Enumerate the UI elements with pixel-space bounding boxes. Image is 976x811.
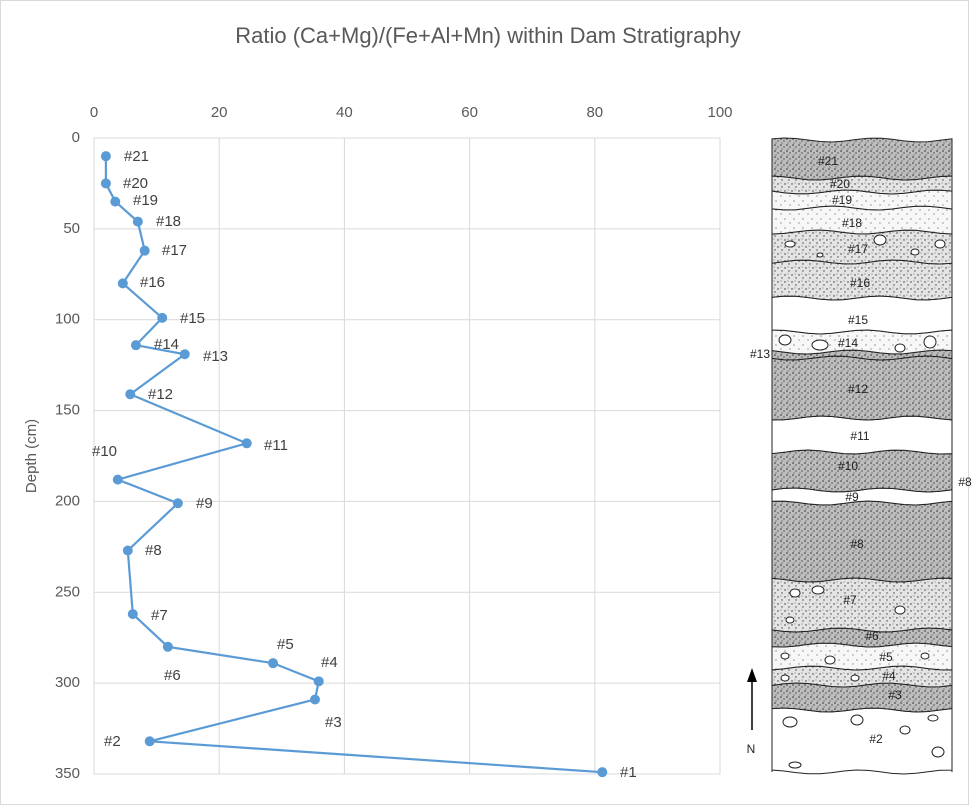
north-label: N [747,742,756,756]
layer-label: #4 [882,669,896,683]
x-tick-label: 40 [336,104,353,121]
stratigraphy-column: N #21 #20 #19 #18 #17 #16 #15 #14 #13 #12 #11 #10 #8… [747,137,972,775]
data-point [117,278,128,289]
y-tick-label: 300 [55,674,80,691]
y-tick-label: 0 [72,129,80,146]
layer-label: #7 [843,593,857,607]
x-tick-label: 60 [461,104,478,121]
point-label: #21 [124,148,149,165]
chart-title: Ratio (Ca+Mg)/(Fe+Al+Mn) within Dam Stra… [235,23,741,48]
data-point [130,340,141,351]
data-point [112,474,123,485]
y-tick-label: 150 [55,402,80,419]
y-tick-label: 50 [63,220,80,237]
point-label: #4 [321,654,338,671]
layer [771,577,953,633]
layer-label: #15 [848,313,868,327]
point-label: #9 [196,495,213,512]
north-arrow-head [747,668,757,682]
data-point [122,545,133,556]
x-tick-label: 0 [90,104,98,121]
y-tick-label: 250 [55,583,80,600]
layer-label: #13 [750,347,770,361]
pebbles [778,234,946,769]
layer-label: #17 [848,242,868,256]
data-point [100,151,111,162]
y-tick-label: 350 [55,765,80,782]
data-point [309,694,320,705]
y-axis-title: Depth (cm) [23,419,40,493]
layer-label: #21 [818,154,838,168]
layer-label: #9 [845,490,859,504]
data-point [597,767,608,778]
point-label: #15 [180,310,205,327]
layer-label: #10 [838,459,858,473]
layer-label: #20 [830,177,850,191]
data-point [313,676,324,687]
point-label: #12 [148,386,173,403]
point-label: #19 [133,192,158,209]
point-label: #6 [164,667,181,684]
x-tick-label: 20 [211,104,228,121]
layer-label: #11 [850,429,869,443]
layer-label: #19 [832,193,852,207]
layer [771,682,953,713]
point-label: #5 [277,636,294,653]
data-point [127,609,138,620]
layer-label: #16 [850,276,870,290]
layer [771,137,953,181]
point-label: #17 [162,242,187,259]
point-label: #13 [203,348,228,365]
plot-area-border [93,137,721,775]
data-point [139,245,150,256]
layer-label: #3 [888,688,902,702]
data-point [110,196,121,207]
point-label: #8 [145,542,162,559]
layer-label: #5 [879,650,893,664]
data-point [157,312,168,323]
layer-label: #18 [842,216,862,230]
point-label: #1 [620,764,637,781]
x-tick-label: 100 [707,104,732,121]
data-point [179,349,190,360]
layer [771,449,953,493]
point-label: #14 [154,336,179,353]
point-label: #3 [325,714,342,731]
point-label: #11 [264,437,288,454]
point-label: #10 [92,443,117,460]
data-point [241,438,252,449]
data-point [100,178,111,189]
data-point [132,216,143,227]
x-tick-label: 80 [586,104,603,121]
point-label: #20 [123,175,148,192]
data-point [268,658,279,669]
layer-label: #12 [848,382,868,396]
point-label: #2 [104,733,121,750]
layer-label: #8 [850,537,864,551]
y-tick-label: 100 [55,311,80,328]
data-point [172,498,183,509]
layer-label: #14 [838,336,858,350]
point-label: #18 [156,213,181,230]
data-point [144,736,155,747]
layer-label: #2 [869,732,883,746]
layer-label: #8 [958,475,972,489]
point-label: #7 [151,607,168,624]
data-point [125,389,136,400]
y-tick-label: 200 [55,492,80,509]
point-label: #16 [140,274,165,291]
layer-label: #6 [865,629,879,643]
data-point [162,641,173,652]
